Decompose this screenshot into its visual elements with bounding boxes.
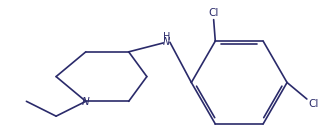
Text: N: N	[82, 97, 90, 107]
Text: H: H	[163, 32, 170, 42]
Text: Cl: Cl	[308, 99, 319, 109]
Text: Cl: Cl	[208, 8, 219, 18]
Text: N: N	[163, 37, 170, 47]
